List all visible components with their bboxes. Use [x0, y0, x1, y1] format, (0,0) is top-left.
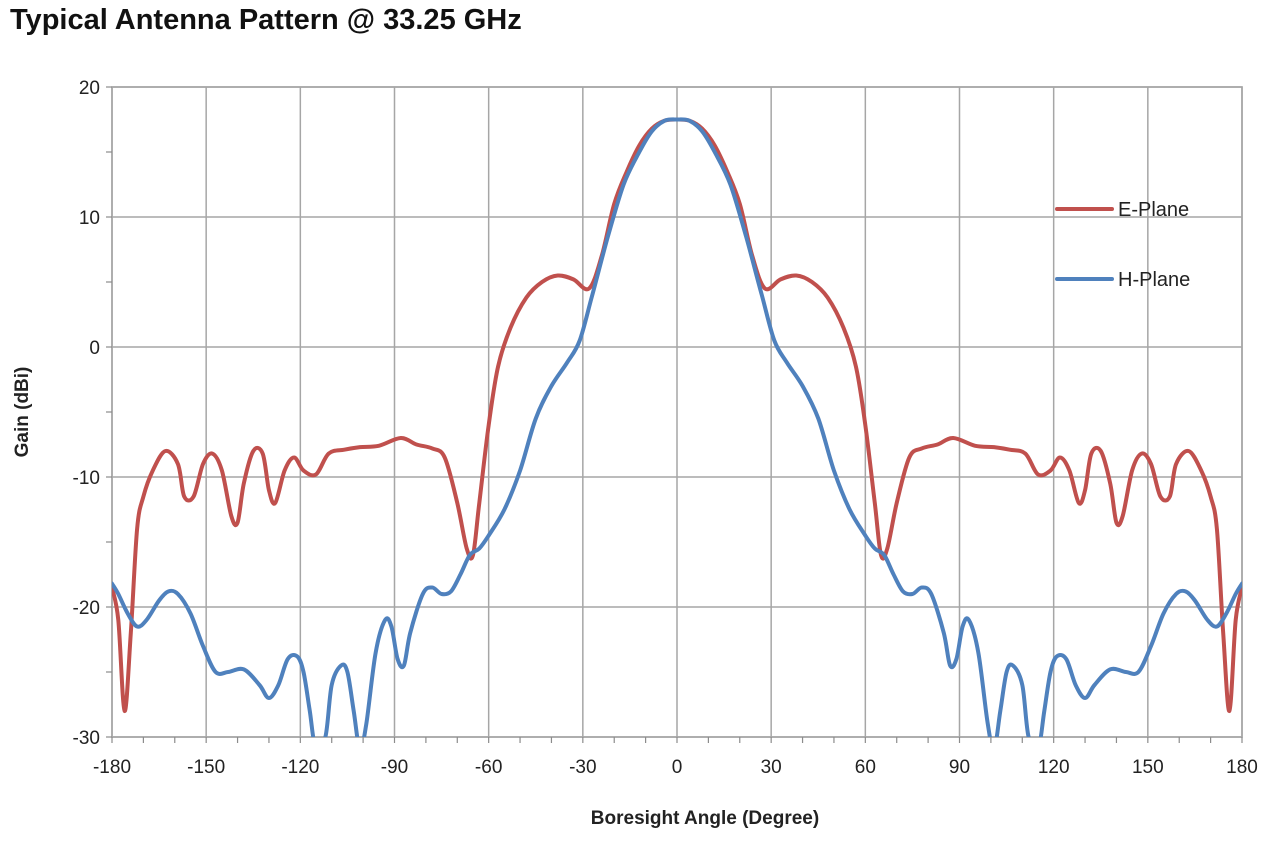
x-tick-label: -180 [93, 757, 131, 778]
legend-label-h-plane: H-Plane [1118, 269, 1190, 291]
y-tick-label: -10 [73, 468, 100, 489]
x-tick-labels: -180 -150 -120 -90 -60 -30 0 30 60 90 120 150 180 [93, 757, 1258, 778]
series-lines [112, 117, 1242, 737]
x-tick-label: -60 [475, 757, 502, 778]
minor-ticks [106, 86, 1243, 743]
x-tick-label: 180 [1226, 757, 1258, 778]
y-tick-label: -20 [73, 598, 100, 619]
x-tick-label: -120 [281, 757, 319, 778]
x-tick-label: -90 [381, 757, 408, 778]
chart-title: Typical Antenna Pattern @ 33.25 GHz [10, 4, 522, 36]
y-tick-label: 10 [79, 208, 100, 229]
x-tick-label: -30 [569, 757, 596, 778]
x-tick-label: 90 [949, 757, 970, 778]
legend-label-e-plane: E-Plane [1118, 199, 1189, 221]
x-tick-label: 60 [855, 757, 876, 778]
x-tick-label: 0 [672, 757, 683, 778]
x-axis-title: Boresight Angle (Degree) [591, 808, 819, 829]
y-tick-labels: -30 -20 -10 0 10 20 [73, 78, 100, 749]
series-line-h-plane [112, 117, 1242, 737]
legend: E-Plane H-Plane [1055, 199, 1190, 291]
y-tick-label: 20 [79, 78, 100, 99]
x-tick-label: 30 [761, 757, 782, 778]
x-tick-label: 120 [1038, 757, 1070, 778]
y-axis-title: Gain (dBi) [12, 367, 33, 458]
y-tick-label: -30 [73, 728, 100, 749]
x-tick-label: 150 [1132, 757, 1164, 778]
x-tick-label: -150 [187, 757, 225, 778]
y-tick-label: 0 [89, 338, 100, 359]
grid [111, 86, 1243, 738]
